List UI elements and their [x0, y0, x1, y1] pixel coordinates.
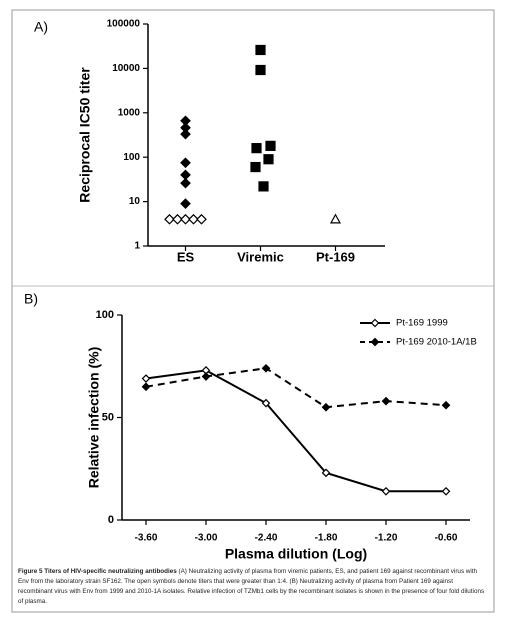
marker — [196, 213, 207, 225]
caption: Figure 5 Titers of HIV-specific neutrali… — [18, 567, 486, 607]
marker — [441, 400, 451, 410]
marker — [188, 213, 199, 225]
marker — [255, 64, 266, 76]
panel-label: A) — [34, 19, 48, 35]
x-tick-label: -3.60 — [135, 533, 158, 544]
marker — [370, 318, 380, 328]
marker — [180, 213, 191, 225]
x-tick-label: -3.00 — [195, 533, 218, 544]
marker — [263, 154, 274, 165]
y-axis-label: Relative infection (%) — [86, 347, 102, 489]
marker — [180, 157, 191, 169]
marker — [141, 382, 151, 392]
y-tick-label: 1 — [134, 241, 140, 252]
marker — [329, 213, 342, 224]
marker — [261, 398, 271, 408]
marker — [180, 198, 191, 209]
x-tick-label: Viremic — [237, 249, 284, 264]
marker — [381, 486, 391, 496]
x-tick-label: ES — [177, 249, 195, 264]
y-tick-label: 10 — [129, 196, 141, 207]
marker — [441, 486, 451, 496]
legend-label: Pt-169 1999 — [396, 318, 448, 329]
marker — [201, 372, 211, 381]
x-tick-label: -1.80 — [315, 533, 338, 544]
x-tick-label: -1.20 — [375, 533, 398, 544]
frame — [11, 9, 495, 613]
marker — [258, 181, 269, 192]
marker — [321, 402, 331, 412]
caption-title: Figure 5 Titers of HIV-specific neutrali… — [18, 568, 177, 575]
x-axis-label: Plasma dilution (Log) — [225, 546, 367, 562]
marker — [180, 128, 191, 140]
marker — [172, 213, 183, 225]
x-tick-label: -0.60 — [435, 533, 458, 544]
panel-label: B) — [24, 291, 38, 307]
y-tick-label: 100 — [96, 309, 114, 321]
y-axis-label: Reciprocal IC50 titer — [77, 67, 93, 203]
series-line — [145, 367, 447, 409]
y-tick-label: 100000 — [107, 19, 141, 30]
caption-text: (A) Neutralizing activity of plasma from… — [18, 568, 485, 605]
y-tick-label: 50 — [102, 411, 114, 423]
marker — [381, 396, 391, 406]
marker — [251, 143, 262, 154]
x-tick-label: Pt-169 — [316, 249, 355, 264]
marker — [255, 44, 266, 56]
legend-label: Pt-169 2010-1A/1B — [396, 337, 477, 348]
marker — [250, 161, 261, 173]
marker — [141, 374, 151, 383]
marker — [321, 468, 331, 478]
marker — [164, 213, 175, 225]
y-tick-label: 100 — [123, 152, 140, 163]
marker — [265, 140, 276, 151]
y-tick-label: 0 — [108, 514, 114, 526]
x-tick-label: -2.40 — [255, 533, 278, 544]
series-line — [145, 369, 446, 493]
marker — [370, 337, 380, 347]
marker — [261, 363, 271, 373]
marker — [180, 177, 191, 189]
y-tick-label: 10000 — [112, 63, 140, 74]
y-tick-label: 1000 — [118, 107, 141, 118]
